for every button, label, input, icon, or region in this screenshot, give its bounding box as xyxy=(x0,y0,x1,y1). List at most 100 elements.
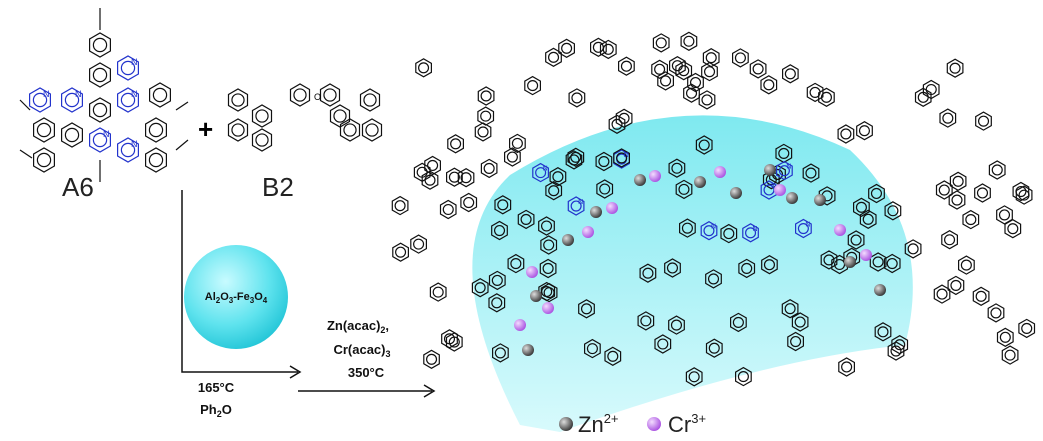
sub: 4 xyxy=(263,296,268,305)
ring-inner xyxy=(93,103,106,116)
atom-label: N xyxy=(43,89,50,99)
bond xyxy=(176,140,188,150)
ring-inner xyxy=(684,36,694,46)
atom-label: N xyxy=(753,226,758,233)
cr-ion xyxy=(526,266,538,278)
ring-inner xyxy=(427,354,437,364)
text: Zn xyxy=(578,412,604,437)
zn-ion xyxy=(530,290,542,302)
atom-label: N xyxy=(711,224,716,231)
step1-solvent: Ph2O xyxy=(200,402,232,419)
zn-ion xyxy=(694,176,706,188)
ring-inner xyxy=(978,188,988,198)
sub: 3 xyxy=(386,349,391,359)
text: O xyxy=(222,402,232,417)
ring-inner xyxy=(945,235,955,245)
zn-ion xyxy=(522,344,534,356)
text: Cr(acac) xyxy=(333,342,385,357)
ring-inner xyxy=(478,127,488,137)
ring-inner xyxy=(979,116,989,126)
ring-inner xyxy=(294,89,306,101)
atom-label: N xyxy=(786,164,791,171)
ring-inner xyxy=(428,161,438,171)
cr-ion xyxy=(649,170,661,182)
bond xyxy=(20,100,30,110)
atom-label: N xyxy=(624,152,629,159)
atom-label: N xyxy=(103,129,110,139)
bond xyxy=(20,150,32,158)
zn-ion xyxy=(730,187,742,199)
ring-inner xyxy=(366,124,378,136)
ring-inner xyxy=(603,44,613,54)
ring-inner xyxy=(950,63,960,73)
cr-ion xyxy=(606,202,618,214)
zn-ion xyxy=(814,194,826,206)
ring-inner xyxy=(433,287,443,297)
text: Zn(acac) xyxy=(327,318,380,333)
atom-label: N xyxy=(805,222,810,229)
ring-inner xyxy=(992,165,1002,175)
ring-inner xyxy=(1000,332,1010,342)
ring-inner xyxy=(512,138,522,148)
cr-ion xyxy=(514,319,526,331)
ring-inner xyxy=(706,53,716,63)
zn-ion xyxy=(874,284,886,296)
ring-inner xyxy=(364,94,376,106)
cr-ion xyxy=(774,184,786,196)
ring-inner xyxy=(991,308,1001,318)
cr-ion xyxy=(834,224,846,236)
ring-inner xyxy=(481,111,491,121)
scheme: NNNNNNONNNNNNNN A6 B2 + Al2O3-Fe3O4 165°… xyxy=(0,0,1043,441)
ring-inner xyxy=(702,95,712,105)
text: , xyxy=(385,318,389,333)
zn-ion xyxy=(590,206,602,218)
zn-ion xyxy=(562,234,574,246)
ring xyxy=(90,63,111,87)
atom-label: N xyxy=(543,166,548,173)
atom-label: O xyxy=(314,92,321,102)
ring-inner xyxy=(149,123,162,136)
ring-inner xyxy=(37,123,50,136)
ring-inner xyxy=(572,93,582,103)
zn-ion xyxy=(844,256,856,268)
legend-cr-marker xyxy=(647,417,661,431)
ring-inner xyxy=(1005,350,1015,360)
cr-ion xyxy=(582,226,594,238)
cr-ion xyxy=(860,249,872,261)
ring-inner xyxy=(562,43,572,53)
step2-reagent2: Cr(acac)3 xyxy=(333,342,390,359)
step1-temperature: 165°C xyxy=(198,380,235,395)
ring-inner xyxy=(939,185,949,195)
ring-inner xyxy=(966,215,976,225)
ring-inner xyxy=(93,68,106,81)
ring-inner xyxy=(961,260,971,270)
ring-inner xyxy=(705,67,715,77)
ring-inner xyxy=(256,110,268,122)
atom-label: N xyxy=(131,139,138,149)
text: Al xyxy=(205,291,216,303)
ring-inner xyxy=(621,61,631,71)
ring-inner xyxy=(528,81,538,91)
ring-inner xyxy=(37,153,50,166)
ring-inner xyxy=(952,195,962,205)
ring-inner xyxy=(785,69,795,79)
legend-zn: Zn2+ xyxy=(578,411,619,437)
ring-inner xyxy=(735,53,745,63)
ring-inner xyxy=(1022,323,1032,333)
text: -Fe xyxy=(233,291,250,303)
ring-inner xyxy=(153,88,166,101)
ring-inner xyxy=(451,139,461,149)
label-b2: B2 xyxy=(262,172,294,202)
ring-inner xyxy=(842,362,852,372)
cr-ion xyxy=(542,302,554,314)
ring-inner xyxy=(344,124,356,136)
ring-inner xyxy=(65,128,78,141)
zn-ion xyxy=(764,164,776,176)
ring-inner xyxy=(395,201,405,211)
atom-label: N xyxy=(131,89,138,99)
ring-inner xyxy=(414,239,424,249)
ring-inner xyxy=(443,205,453,215)
ring-inner xyxy=(324,89,336,101)
ring-inner xyxy=(656,38,666,48)
ring-inner xyxy=(976,291,986,301)
